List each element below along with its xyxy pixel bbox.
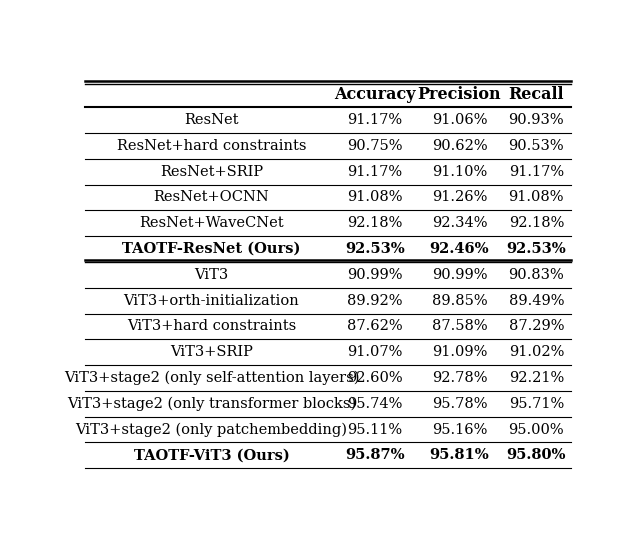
Text: 92.34%: 92.34% (432, 216, 487, 230)
Text: 95.00%: 95.00% (509, 423, 564, 437)
Text: 90.53%: 90.53% (509, 139, 564, 153)
Text: 92.78%: 92.78% (432, 371, 487, 385)
Text: 95.11%: 95.11% (348, 423, 403, 437)
Text: 91.26%: 91.26% (432, 191, 487, 204)
Text: 95.87%: 95.87% (346, 448, 405, 463)
Text: Recall: Recall (509, 86, 564, 103)
Text: 92.18%: 92.18% (509, 216, 564, 230)
Text: 91.09%: 91.09% (432, 345, 487, 359)
Text: 95.78%: 95.78% (432, 397, 487, 411)
Text: ResNet+WaveCNet: ResNet+WaveCNet (139, 216, 284, 230)
Text: 91.17%: 91.17% (348, 113, 403, 127)
Text: 90.99%: 90.99% (348, 268, 403, 282)
Text: ViT3+hard constraints: ViT3+hard constraints (127, 320, 296, 334)
Text: 92.18%: 92.18% (348, 216, 403, 230)
Text: 90.83%: 90.83% (508, 268, 564, 282)
Text: 95.80%: 95.80% (507, 448, 566, 463)
Text: 91.17%: 91.17% (509, 165, 564, 179)
Text: 90.93%: 90.93% (509, 113, 564, 127)
Text: 91.06%: 91.06% (432, 113, 487, 127)
Text: 89.49%: 89.49% (509, 294, 564, 307)
Text: 92.53%: 92.53% (506, 242, 566, 256)
Text: ViT3+stage2 (only self-attention layers): ViT3+stage2 (only self-attention layers) (64, 371, 359, 385)
Text: 92.53%: 92.53% (345, 242, 405, 256)
Text: 91.02%: 91.02% (509, 345, 564, 359)
Text: 90.62%: 90.62% (431, 139, 487, 153)
Text: ViT3+orth-initialization: ViT3+orth-initialization (124, 294, 300, 307)
Text: ResNet+hard constraints: ResNet+hard constraints (116, 139, 306, 153)
Text: TAOTF-ViT3 (Ours): TAOTF-ViT3 (Ours) (134, 448, 289, 463)
Text: 92.46%: 92.46% (429, 242, 489, 256)
Text: 89.85%: 89.85% (431, 294, 487, 307)
Text: ViT3+SRIP: ViT3+SRIP (170, 345, 253, 359)
Text: ViT3+stage2 (only patchembedding): ViT3+stage2 (only patchembedding) (76, 422, 348, 437)
Text: 87.29%: 87.29% (509, 320, 564, 334)
Text: 91.10%: 91.10% (432, 165, 487, 179)
Text: 90.99%: 90.99% (432, 268, 487, 282)
Text: TAOTF-ResNet (Ours): TAOTF-ResNet (Ours) (122, 242, 301, 256)
Text: ViT3: ViT3 (195, 268, 228, 282)
Text: 91.08%: 91.08% (348, 191, 403, 204)
Text: ResNet+SRIP: ResNet+SRIP (160, 165, 263, 179)
Text: 95.16%: 95.16% (432, 423, 487, 437)
Text: ViT3+stage2 (only transformer blocks): ViT3+stage2 (only transformer blocks) (67, 397, 356, 411)
Text: 92.60%: 92.60% (348, 371, 403, 385)
Text: ResNet: ResNet (184, 113, 239, 127)
Text: ResNet+OCNN: ResNet+OCNN (154, 191, 269, 204)
Text: 95.81%: 95.81% (429, 448, 490, 463)
Text: 89.92%: 89.92% (348, 294, 403, 307)
Text: 90.75%: 90.75% (348, 139, 403, 153)
Text: 95.71%: 95.71% (509, 397, 564, 411)
Text: 91.07%: 91.07% (348, 345, 403, 359)
Text: 92.21%: 92.21% (509, 371, 564, 385)
Text: 87.58%: 87.58% (431, 320, 487, 334)
Text: 95.74%: 95.74% (348, 397, 403, 411)
Text: 87.62%: 87.62% (348, 320, 403, 334)
Text: 91.08%: 91.08% (509, 191, 564, 204)
Text: Accuracy: Accuracy (334, 86, 416, 103)
Text: 91.17%: 91.17% (348, 165, 403, 179)
Text: Precision: Precision (418, 86, 501, 103)
